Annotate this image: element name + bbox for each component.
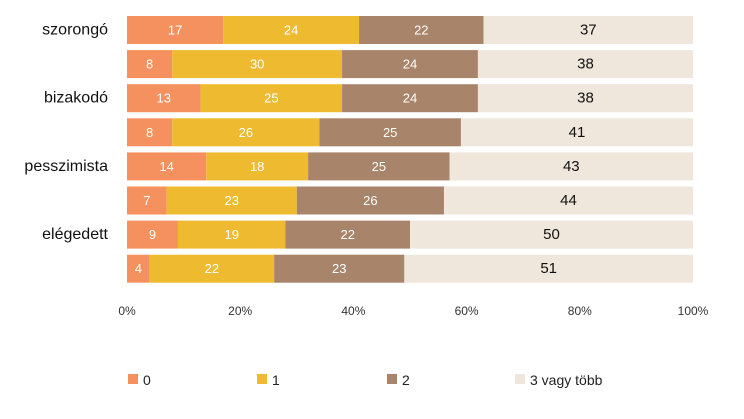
data-label: 22 [205, 261, 219, 276]
bar-segment [342, 84, 478, 113]
legend-label: 3 vagy több [530, 372, 603, 388]
bar-segment [410, 220, 693, 249]
category-label: pesszimista [24, 158, 108, 175]
bar-segment [127, 152, 207, 181]
x-tick-label: 60% [455, 304, 479, 318]
bar-segment [127, 254, 150, 283]
category-label: szorongó [42, 22, 108, 39]
bar-segment [449, 152, 693, 181]
data-label: 24 [284, 23, 298, 38]
data-label: 13 [157, 91, 171, 106]
x-tick-label: 80% [568, 304, 592, 318]
data-label: 23 [332, 261, 346, 276]
x-tick-label: 40% [341, 304, 365, 318]
bar-segment [127, 84, 201, 113]
bar-segment [127, 118, 173, 147]
data-label: 22 [341, 227, 355, 242]
bar-segment [319, 118, 461, 147]
data-label: 14 [159, 159, 173, 174]
data-label: 26 [239, 125, 253, 140]
legend-label: 2 [402, 372, 410, 388]
legend-swatch [515, 374, 525, 384]
bar-segment [206, 152, 309, 181]
x-axis: 0% 20% 40% 60% 80% 100% [118, 304, 708, 318]
bar-segment [443, 186, 693, 215]
bar-segment [200, 84, 343, 113]
data-label: 22 [414, 23, 428, 38]
x-tick-label: 0% [118, 304, 136, 318]
bar-segment [149, 254, 275, 283]
bar-segment [483, 16, 693, 44]
bar-segment [172, 118, 320, 147]
data-label: 23 [224, 193, 238, 208]
bar-segment [166, 186, 297, 215]
data-label: 41 [569, 124, 586, 141]
data-label: 37 [580, 22, 597, 39]
bar-segment [223, 16, 360, 44]
category-label: bizakodó [44, 90, 108, 107]
bar-segment [477, 50, 693, 79]
bars-area: 17 24 22 37 8 30 24 38 13 25 24 38 8 26 25 41 14 18 25 43 7 2… [127, 16, 693, 283]
bar-segment [127, 186, 167, 215]
legend: 0 1 2 3 vagy több [128, 372, 603, 388]
bar-segment [127, 50, 173, 79]
data-label: 8 [146, 125, 153, 140]
bar-segment [127, 16, 224, 44]
data-label: 38 [577, 56, 594, 73]
data-label: 9 [149, 227, 156, 242]
category-labels: szorongó bizakodó pesszimista elégedett [24, 22, 108, 244]
data-label: 44 [560, 192, 577, 209]
data-label: 43 [563, 158, 580, 175]
data-label: 38 [577, 90, 594, 107]
data-label: 19 [224, 227, 238, 242]
legend-swatch [128, 374, 138, 384]
legend-label: 1 [272, 372, 280, 388]
bar-segment [404, 254, 693, 283]
legend-swatch [387, 374, 397, 384]
bar-segment [460, 118, 693, 147]
data-label: 51 [540, 260, 557, 277]
bar-segment [177, 220, 286, 249]
bar-segment [172, 50, 343, 79]
legend-label: 0 [143, 372, 151, 388]
data-label: 7 [143, 193, 150, 208]
bar-segment [296, 186, 444, 215]
bar-segment [359, 16, 484, 44]
data-label: 18 [250, 159, 264, 174]
bar-segment [274, 254, 405, 283]
x-tick-label: 100% [678, 304, 709, 318]
data-label: 25 [372, 159, 386, 174]
bar-segment [127, 220, 178, 249]
data-label: 4 [135, 261, 142, 276]
data-label: 25 [264, 91, 278, 106]
data-label: 24 [403, 91, 417, 106]
bar-segment [308, 152, 450, 181]
data-label: 8 [146, 57, 153, 72]
data-label: 30 [250, 57, 264, 72]
bar-segment [477, 84, 693, 113]
data-label: 17 [168, 23, 182, 38]
bar-segment [285, 220, 410, 249]
legend-swatch [257, 374, 267, 384]
category-label: elégedett [42, 226, 108, 243]
data-label: 24 [403, 57, 417, 72]
data-label: 26 [363, 193, 377, 208]
data-label: 50 [543, 226, 560, 243]
data-label: 25 [383, 125, 397, 140]
x-tick-label: 20% [228, 304, 252, 318]
bar-segment [342, 50, 478, 79]
